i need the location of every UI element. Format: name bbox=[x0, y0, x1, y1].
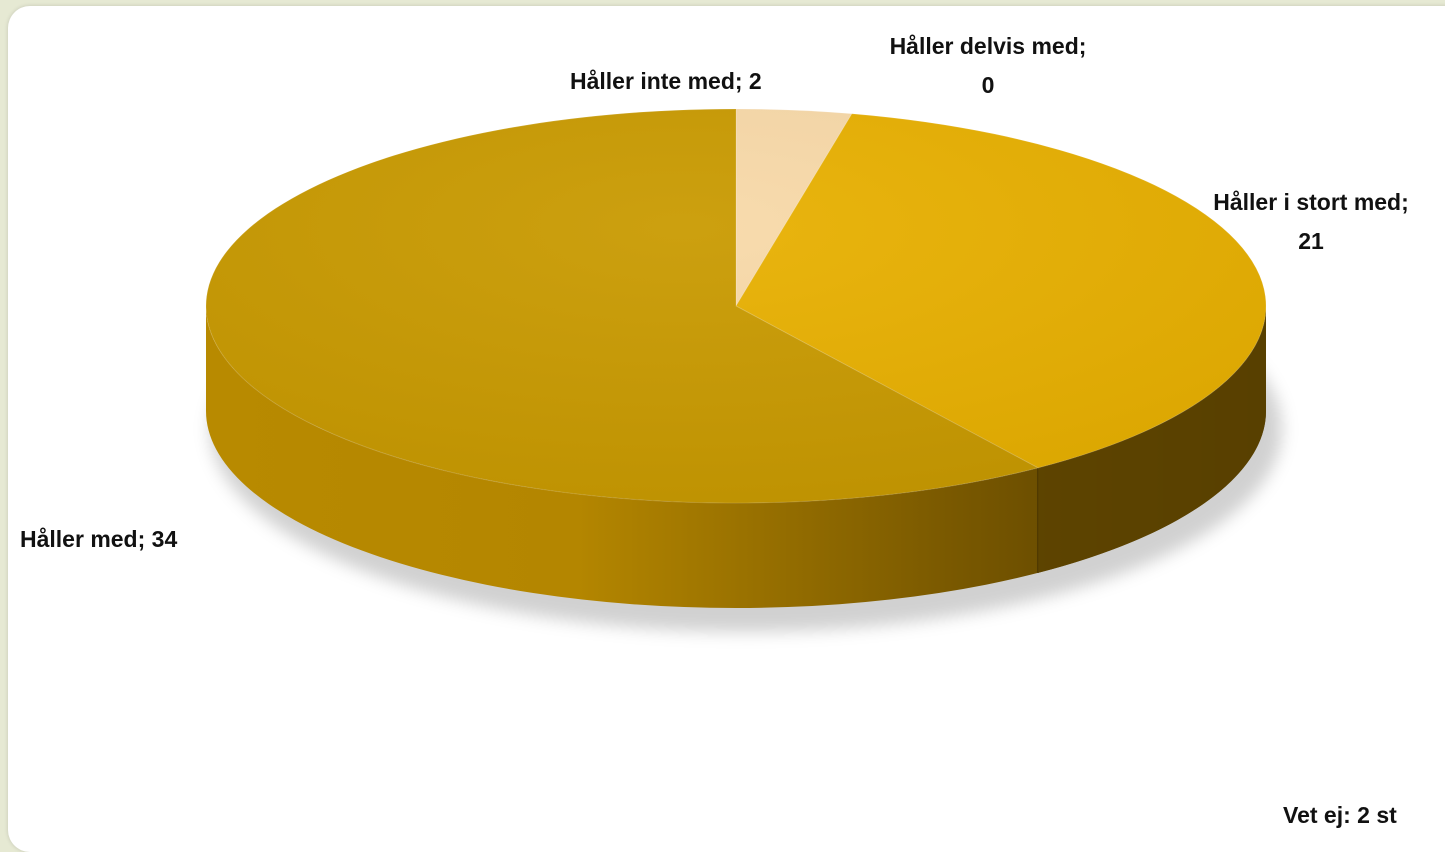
pie-side-wall bbox=[206, 306, 1266, 608]
pie-top bbox=[205, 108, 1267, 504]
pie-side-stort bbox=[1037, 306, 1266, 573]
slice-label-line: 0 bbox=[982, 72, 995, 98]
slice-label-line: Håller delvis med; bbox=[890, 33, 1087, 59]
slice-label-3: Håller inte med; 2 bbox=[570, 68, 762, 94]
pie-side bbox=[206, 306, 1266, 608]
slice-label-1: Håller i stort med; 21 bbox=[1213, 189, 1409, 254]
slice-label-line: 21 bbox=[1298, 228, 1324, 254]
chart-panel: Håller med; 34 Håller i stort med; 21 Hålle… bbox=[8, 6, 1445, 852]
slice-label-2: Håller delvis med; 0 bbox=[890, 33, 1087, 98]
slice-label-0: Håller med; 34 bbox=[20, 526, 177, 552]
slice-label-line: Håller i stort med; bbox=[1213, 189, 1409, 215]
pie-top-shade bbox=[206, 109, 1266, 503]
note-vet-ej: Vet ej: 2 st bbox=[1283, 802, 1397, 828]
